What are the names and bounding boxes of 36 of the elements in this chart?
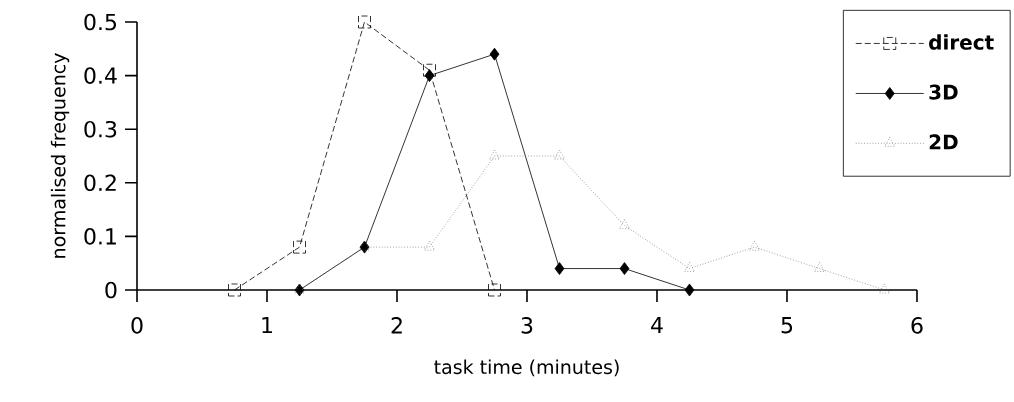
point: [358, 15, 371, 29]
x-tick-label: 2: [391, 317, 402, 334]
point: [293, 240, 306, 254]
y-tick-label: 0.2: [84, 174, 116, 192]
x-tick-label: 3: [521, 317, 533, 334]
point: [748, 240, 761, 251]
x-tick-label: 0: [131, 317, 143, 334]
y-axis-title: normalised frequency: [50, 53, 70, 258]
point: [619, 262, 630, 275]
point: [488, 283, 501, 297]
point: [423, 240, 436, 251]
x-tick-label: 4: [651, 317, 663, 334]
x-tick-label: 5: [781, 317, 793, 334]
x-tick-label: 1: [262, 317, 272, 334]
point: [488, 149, 501, 160]
legend-label: 2D: [929, 134, 958, 150]
y-tick-label: 0.3: [84, 120, 117, 138]
point: [228, 283, 241, 297]
point: [554, 262, 565, 275]
point: [878, 283, 891, 294]
point: [423, 63, 436, 77]
point: [489, 47, 500, 61]
legend-label: direct: [929, 34, 994, 50]
y-tick-label: 0.1: [84, 228, 116, 245]
point: [684, 283, 695, 297]
x-tick-label: 6: [911, 317, 923, 334]
point: [618, 219, 631, 230]
point: [553, 149, 566, 160]
x-axis-title: task time (minutes): [434, 359, 619, 377]
y-tick-label: 0.5: [84, 13, 117, 31]
point: [813, 262, 826, 272]
point: [424, 69, 435, 83]
y-tick-label: 0.4: [84, 67, 117, 84]
point: [683, 262, 696, 272]
y-tick-label: 0: [105, 281, 117, 299]
legend-label: 3D: [929, 84, 958, 100]
